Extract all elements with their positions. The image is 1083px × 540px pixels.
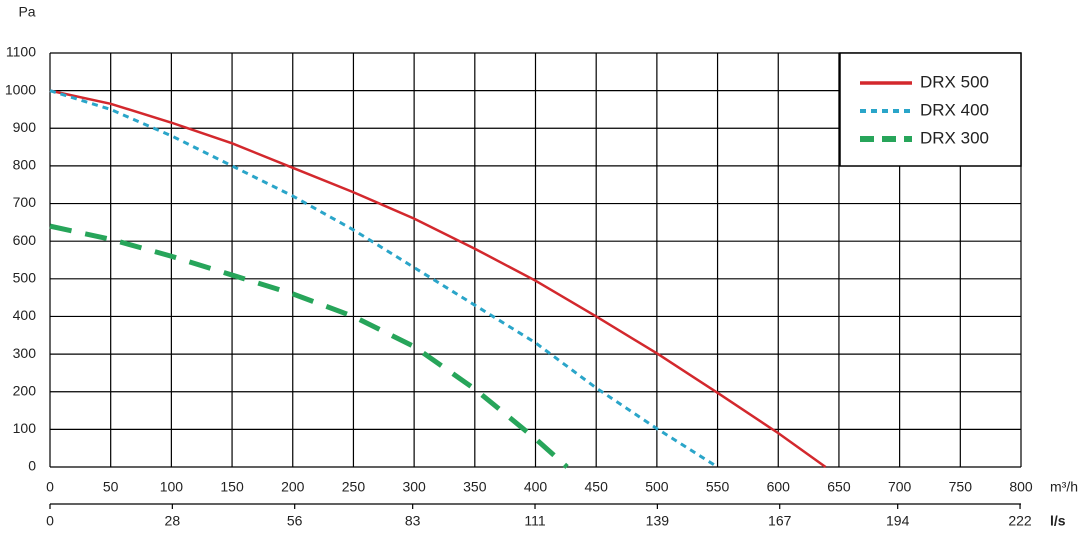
- x-tick-label: 650: [827, 479, 851, 495]
- x2-tick-label: 139: [646, 513, 670, 529]
- x2-tick-label: 0: [46, 513, 54, 529]
- x-tick-label: 700: [888, 479, 912, 495]
- series-line: [49, 89, 827, 469]
- x2-tick-label: 56: [287, 513, 303, 529]
- x-tick-label: 450: [585, 479, 609, 495]
- x2-axis-label: l/s: [1050, 513, 1066, 529]
- y-tick-label: 1100: [6, 44, 36, 60]
- y-tick-label: 1000: [5, 81, 36, 97]
- x-tick-label: 600: [767, 479, 791, 495]
- y-tick-label: 500: [13, 270, 37, 286]
- legend-label: DRX 500: [920, 72, 989, 91]
- x-tick-label: 750: [949, 479, 973, 495]
- x2-tick-label: 167: [768, 513, 792, 529]
- y-tick-label: 600: [13, 232, 37, 248]
- x2-tick-label: 83: [405, 513, 421, 529]
- x-tick-label: 150: [220, 479, 244, 495]
- y-tick-label: 200: [13, 382, 37, 398]
- x-tick-label: 250: [342, 479, 366, 495]
- x-tick-label: 350: [463, 479, 487, 495]
- y-tick-label: 700: [13, 194, 37, 210]
- x-tick-label: 200: [281, 479, 305, 495]
- x-tick-label: 500: [645, 479, 669, 495]
- x2-tick-label: 111: [524, 513, 545, 529]
- x-tick-label: 0: [46, 479, 54, 495]
- legend-box: [839, 52, 1022, 167]
- y-tick-label: 100: [13, 420, 37, 436]
- y-tick-label: 300: [13, 345, 37, 361]
- legend-label: DRX 300: [920, 128, 989, 147]
- x-tick-label: 100: [160, 479, 184, 495]
- y-tick-label: 400: [13, 307, 37, 323]
- x-tick-label: 400: [524, 479, 548, 495]
- x-tick-label: 300: [402, 479, 426, 495]
- x2-tick-label: 194: [886, 513, 910, 529]
- x2-tick-label: 28: [165, 513, 181, 529]
- legend-label: DRX 400: [920, 100, 989, 119]
- y-axis-label: Pa: [18, 4, 35, 20]
- x-axis-label: m³/h: [1050, 479, 1078, 495]
- series-line: [49, 223, 569, 469]
- x-tick-label: 800: [1009, 479, 1033, 495]
- x-tick-label: 550: [706, 479, 730, 495]
- x2-tick-label: 222: [1008, 513, 1032, 529]
- y-tick-label: 900: [13, 119, 37, 135]
- y-tick-label: 800: [13, 157, 37, 173]
- x-tick-label: 50: [103, 479, 119, 495]
- y-tick-label: 0: [28, 458, 36, 474]
